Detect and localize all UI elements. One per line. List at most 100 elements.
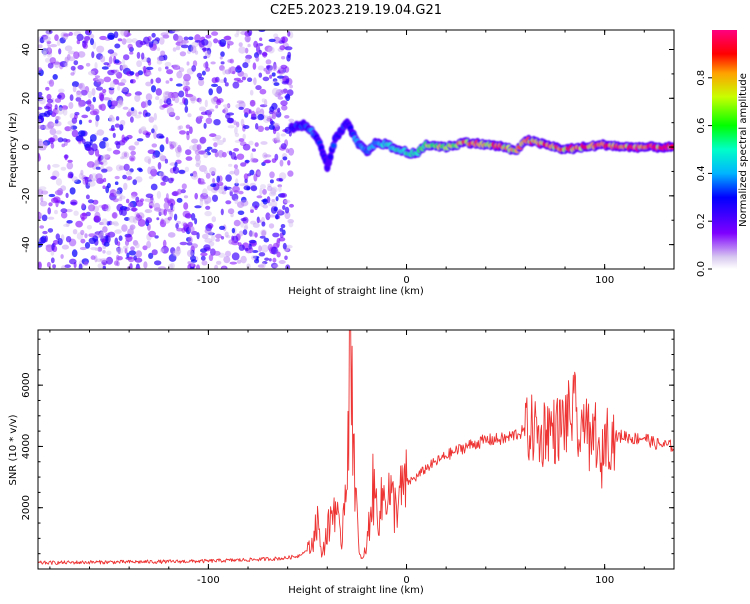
spectrogram-noise-cell <box>240 199 249 207</box>
spectrogram-noise-cell <box>104 141 110 148</box>
spectrogram-noise-cell <box>145 217 153 224</box>
spectrogram-noise-cell <box>146 72 153 76</box>
spectrogram-noise-cell <box>52 163 60 168</box>
spectrogram-noise-cell <box>147 60 152 66</box>
spectrogram-noise-cell <box>172 166 177 172</box>
spectrogram-noise-cell <box>270 200 278 208</box>
spectrogram-noise-cell <box>228 239 235 245</box>
spectrogram-noise-cell <box>181 39 189 44</box>
spectrogram-noise-cell <box>135 72 140 77</box>
spectrogram-noise-cell <box>55 178 63 186</box>
spectrogram-noise-cell <box>268 110 274 115</box>
spectrogram-noise-cell <box>220 208 224 216</box>
spectrogram-noise-cell <box>273 122 280 127</box>
spectrogram-noise-cell <box>260 244 269 253</box>
spectrogram-noise-cell <box>176 71 183 79</box>
spectrogram-noise-cell <box>57 238 63 246</box>
y-tick-label: 40 <box>21 43 32 56</box>
spectrogram-noise-cell <box>257 125 265 132</box>
spectrogram-noise-cell <box>259 235 266 239</box>
spectrogram-noise-cell <box>256 195 263 199</box>
spectrogram-noise-cell <box>107 49 115 54</box>
spectrogram-noise-cell <box>113 189 121 197</box>
spectrogram-noise-cell <box>236 121 240 128</box>
spectrogram-noise-cell <box>117 85 121 91</box>
spectrogram-noise-cell <box>64 62 69 68</box>
spectrogram-noise-cell <box>118 98 123 105</box>
spectrogram-noise-cell <box>248 140 254 146</box>
spectrogram-noise-cell <box>47 44 51 53</box>
spectrogram-noise-cell <box>243 173 249 181</box>
spectrogram-noise-cell <box>280 224 286 229</box>
spectrogram-noise-cell <box>41 47 48 55</box>
spectrogram-noise-cell <box>45 57 51 63</box>
spectrogram-noise-cell <box>134 141 140 146</box>
spectrogram-noise-cell <box>279 227 284 232</box>
spectrogram-noise-cell <box>78 83 83 89</box>
spectrogram-noise-cell <box>138 111 142 115</box>
spectrogram-noise-cell <box>151 85 156 93</box>
spectrogram-noise-cell <box>121 87 128 93</box>
spectrogram-noise-cell <box>211 31 219 36</box>
spectrogram-noise-cell <box>54 119 59 124</box>
spectrogram-noise-cell <box>238 138 245 142</box>
spectrogram-noise-cell <box>196 72 203 78</box>
spectrogram-noise-cell <box>250 116 257 120</box>
spectrogram-noise-cell <box>145 132 151 138</box>
spectrogram-noise-cell <box>103 241 110 247</box>
spectrogram-noise-cell <box>60 211 68 219</box>
spectrogram-marks <box>38 30 674 269</box>
spectrogram-noise-cell <box>89 104 95 111</box>
spectrogram-noise-cell <box>41 214 48 222</box>
spectrogram-signal-cell <box>327 154 334 160</box>
spectrogram-noise-cell <box>258 245 262 253</box>
spectrogram-noise-cell <box>149 205 153 209</box>
x-tick-label: -100 <box>197 575 220 586</box>
spectrogram-noise-cell <box>121 134 125 143</box>
spectrogram-noise-cell <box>242 229 248 236</box>
spectrogram-noise-cell <box>172 250 181 257</box>
spectrogram-noise-cell <box>113 220 119 225</box>
spectrogram-noise-cell <box>225 250 231 257</box>
spectrogram-noise-cell <box>116 247 124 254</box>
spectrogram-noise-cell <box>159 171 165 176</box>
colorbar-label: Normalized spectral amplitude <box>738 73 749 227</box>
spectrogram-noise-cell <box>100 55 106 63</box>
spectrogram-noise-cell <box>273 36 281 44</box>
spectrogram-noise-cell <box>261 98 266 103</box>
spectrogram-noise-cell <box>125 170 132 176</box>
spectrogram-noise-cell <box>213 142 218 148</box>
spectrogram-noise-cell <box>121 209 127 216</box>
spectrogram-noise-cell <box>174 162 178 168</box>
spectrogram-noise-cell <box>284 46 293 51</box>
spectrogram-noise-cell <box>53 196 61 203</box>
spectrogram-noise-cell <box>204 200 209 205</box>
spectrogram-noise-cell <box>158 266 166 269</box>
spectrogram-noise-cell <box>250 209 254 213</box>
y-tick-label: 2000 <box>21 495 32 520</box>
spectrogram-noise-cell <box>261 262 266 269</box>
spectrogram-noise-cell <box>268 38 276 43</box>
spectrogram-noise-cell <box>160 32 169 37</box>
spectrogram-noise-cell <box>74 111 80 116</box>
spectrogram-noise-cell <box>166 69 174 75</box>
spectrogram-noise-cell <box>189 126 193 134</box>
spectrogram-noise-cell <box>244 247 249 252</box>
spectrogram-noise-cell <box>98 92 105 101</box>
spectrogram-x-label: Height of straight line (km) <box>288 286 424 297</box>
spectrogram-noise-cell <box>76 33 84 42</box>
spectrogram-noise-cell <box>107 99 113 108</box>
spectrogram-noise-cell <box>213 119 221 126</box>
spectrogram-noise-cell <box>257 65 265 71</box>
spectrogram-noise-cell <box>186 213 192 219</box>
spectrogram-noise-cell <box>225 113 231 119</box>
spectrogram-noise-cell <box>282 205 286 210</box>
spectrogram-noise-cell <box>77 51 86 58</box>
spectrogram-noise-cell <box>224 231 229 238</box>
spectrogram-noise-cell <box>169 144 175 150</box>
spectrogram-noise-cell <box>60 254 64 259</box>
spectrogram-noise-cell <box>109 128 116 132</box>
spectrogram-noise-cell <box>217 150 224 158</box>
spectrogram-noise-cell <box>266 65 271 69</box>
spectrogram-noise-cell <box>168 208 172 215</box>
